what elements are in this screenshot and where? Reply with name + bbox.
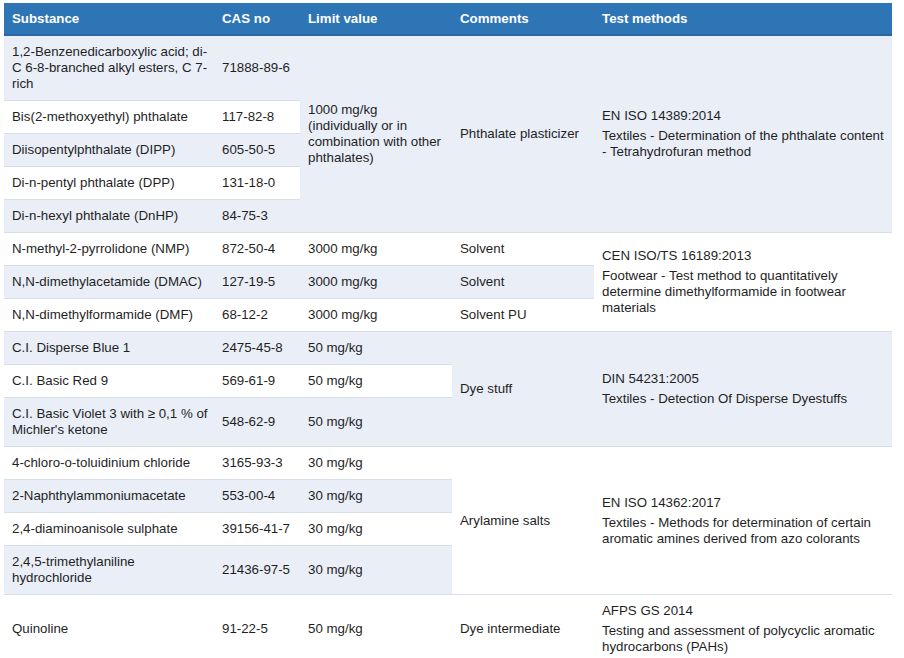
limit-value-cell: 1000 mg/kg (individually or in combinati… [300,35,452,233]
limit-value-cell: 30 mg/kg [300,480,452,513]
cas-number-cell: 91-22-5 [214,595,300,658]
substance-cell: 4-chloro-o-toluidinium chloride [4,447,214,480]
cas-number-cell: 2475-45-8 [214,332,300,365]
cas-number-cell: 71888-89-6 [214,35,300,101]
limit-value-cell: 50 mg/kg [300,398,452,447]
substance-cell: C.I. Basic Violet 3 with ≥ 0,1 % of Mich… [4,398,214,447]
table-row: C.I. Disperse Blue 1 2475-45-8 50 mg/kg … [4,332,892,365]
test-methods-cell: DIN 54231:2005 Textiles - Detection Of D… [594,332,892,447]
cas-number-cell: 39156-41-7 [214,513,300,546]
limit-value-cell: 50 mg/kg [300,332,452,365]
substance-cell: Di-n-hexyl phthalate (DnHP) [4,200,214,233]
test-methods-cell: AFPS GS 2014 Testing and assessment of p… [594,595,892,658]
substance-cell: N,N-dimethylformamide (DMF) [4,299,214,332]
test-description: Textiles - Methods for determination of … [602,515,886,547]
test-description: Textiles - Determination of the phthalat… [602,128,886,160]
substance-cell: Quinoline [4,595,214,658]
test-methods-cell: EN ISO 14389:2014 Textiles - Determinati… [594,35,892,233]
substance-cell: Bis(2-methoxyethyl) phthalate [4,101,214,134]
limit-value-cell: 50 mg/kg [300,365,452,398]
col-header-cas-no: CAS no [214,3,300,35]
test-standard: AFPS GS 2014 [602,603,886,619]
substance-cell: 2,4,5-trimethylaniline hydrochloride [4,546,214,595]
test-standard: DIN 54231:2005 [602,371,886,387]
comments-cell: Dye stuff [452,332,594,447]
limit-value: 1000 mg/kg [308,102,446,118]
cas-number-cell: 84-75-3 [214,200,300,233]
comments-cell: Arylamine salts [452,447,594,595]
test-description: Footwear - Test method to quantitatively… [602,268,886,316]
cas-number-cell: 21436-97-5 [214,546,300,595]
col-header-comments: Comments [452,3,594,35]
substance-cell: C.I. Basic Red 9 [4,365,214,398]
test-description: Textiles - Detection Of Disperse Dyestuf… [602,391,886,407]
col-header-limit-value: Limit value [300,3,452,35]
limit-note: (individually or in combination with oth… [308,118,446,166]
cas-number-cell: 3165-93-3 [214,447,300,480]
test-standard: CEN ISO/TS 16189:2013 [602,248,886,264]
table-row: Quinoline 91-22-5 50 mg/kg Dye intermedi… [4,595,892,658]
test-methods-cell: CEN ISO/TS 16189:2013 Footwear - Test me… [594,233,892,332]
comments-cell: Solvent [452,233,594,266]
cas-number-cell: 605-50-5 [214,134,300,167]
header-row: Substance CAS no Limit value Comments Te… [4,3,892,35]
test-description: Testing and assessment of polycyclic aro… [602,623,886,655]
limit-value-cell: 3000 mg/kg [300,299,452,332]
limit-value-cell: 30 mg/kg [300,447,452,480]
limit-value-cell: 3000 mg/kg [300,266,452,299]
cas-number-cell: 872-50-4 [214,233,300,266]
cas-number-cell: 569-61-9 [214,365,300,398]
substance-cell: C.I. Disperse Blue 1 [4,332,214,365]
cas-number-cell: 553-00-4 [214,480,300,513]
comments-cell: Solvent PU [452,299,594,332]
substance-cell: Di-n-pentyl phthalate (DPP) [4,167,214,200]
page-root: Substance CAS no Limit value Comments Te… [0,0,904,658]
cas-number-cell: 548-62-9 [214,398,300,447]
cas-number-cell: 117-82-8 [214,101,300,134]
substance-cell: Diisopentylphthalate (DIPP) [4,134,214,167]
col-header-substance: Substance [4,3,214,35]
limit-value-cell: 50 mg/kg [300,595,452,658]
cas-number-cell: 127-19-5 [214,266,300,299]
table-row: N-methyl-2-pyrrolidone (NMP) 872-50-4 30… [4,233,892,266]
substance-cell: 2-Naphthylammoniumacetate [4,480,214,513]
comments-cell: Phthalate plasticizer [452,35,594,233]
substance-cell: N-methyl-2-pyrrolidone (NMP) [4,233,214,266]
table-row: 4-chloro-o-toluidinium chloride 3165-93-… [4,447,892,480]
limit-value-cell: 30 mg/kg [300,546,452,595]
substance-cell: 1,2-Benzenedicarboxylic acid; di-C 6-8-b… [4,35,214,101]
cas-number-cell: 131-18-0 [214,167,300,200]
table-row: 1,2-Benzenedicarboxylic acid; di-C 6-8-b… [4,35,892,101]
col-header-test-methods: Test methods [594,3,892,35]
limit-value-cell: 30 mg/kg [300,513,452,546]
test-standard: EN ISO 14362:2017 [602,495,886,511]
comments-cell: Solvent [452,266,594,299]
test-methods-cell: EN ISO 14362:2017 Textiles - Methods for… [594,447,892,595]
restricted-substances-table: Substance CAS no Limit value Comments Te… [4,3,892,658]
limit-value-cell: 3000 mg/kg [300,233,452,266]
comments-cell: Dye intermediate [452,595,594,658]
substance-cell: N,N-dimethylacetamide (DMAC) [4,266,214,299]
substance-cell: 2,4-diaminoanisole sulphate [4,513,214,546]
cas-number-cell: 68-12-2 [214,299,300,332]
test-standard: EN ISO 14389:2014 [602,108,886,124]
